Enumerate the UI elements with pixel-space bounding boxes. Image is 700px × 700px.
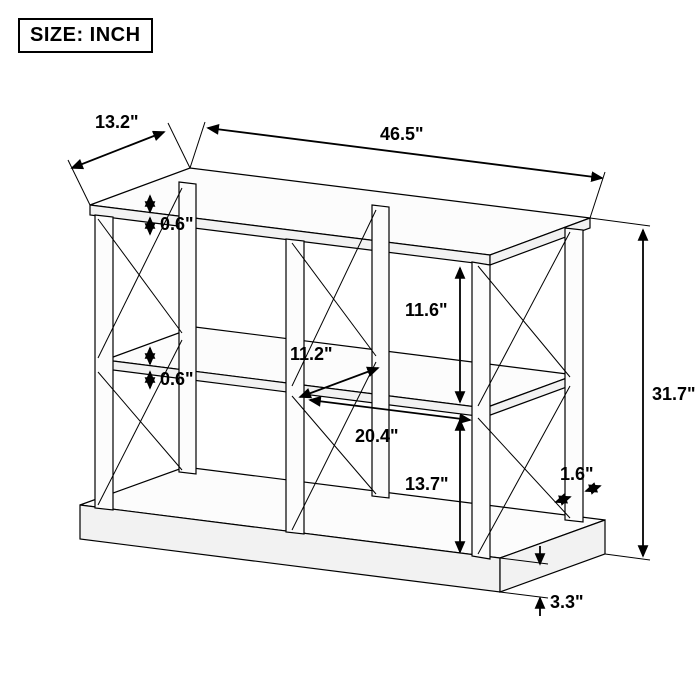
dim-base-height-label: 3.3"	[550, 592, 584, 612]
dim-depth-label: 13.2"	[95, 112, 139, 132]
post-back-center	[372, 205, 389, 498]
dim-upper-gap-label: 11.6"	[405, 300, 448, 320]
post-front-center	[286, 239, 304, 534]
dim-length-label: 46.5"	[380, 124, 424, 144]
dim-post-width-label: 1.6"	[560, 464, 594, 484]
furniture-diagram: 13.2" 46.5" 31.7" 0.6" 0.6" 11.2" 20.4" …	[0, 0, 700, 700]
dim-top-thickness-label: 0.6"	[160, 214, 194, 234]
dim-bay-width-label: 20.4"	[355, 426, 399, 446]
dim-shelf-depth-label: 11.2"	[290, 344, 333, 364]
dim-height-label: 31.7"	[652, 384, 696, 404]
dim-lower-gap-label: 13.7"	[405, 474, 449, 494]
dim-shelf-thickness-label: 0.6"	[160, 369, 194, 389]
post-front-right	[472, 262, 490, 559]
dim-height	[590, 218, 650, 560]
post-front-left	[95, 215, 113, 510]
